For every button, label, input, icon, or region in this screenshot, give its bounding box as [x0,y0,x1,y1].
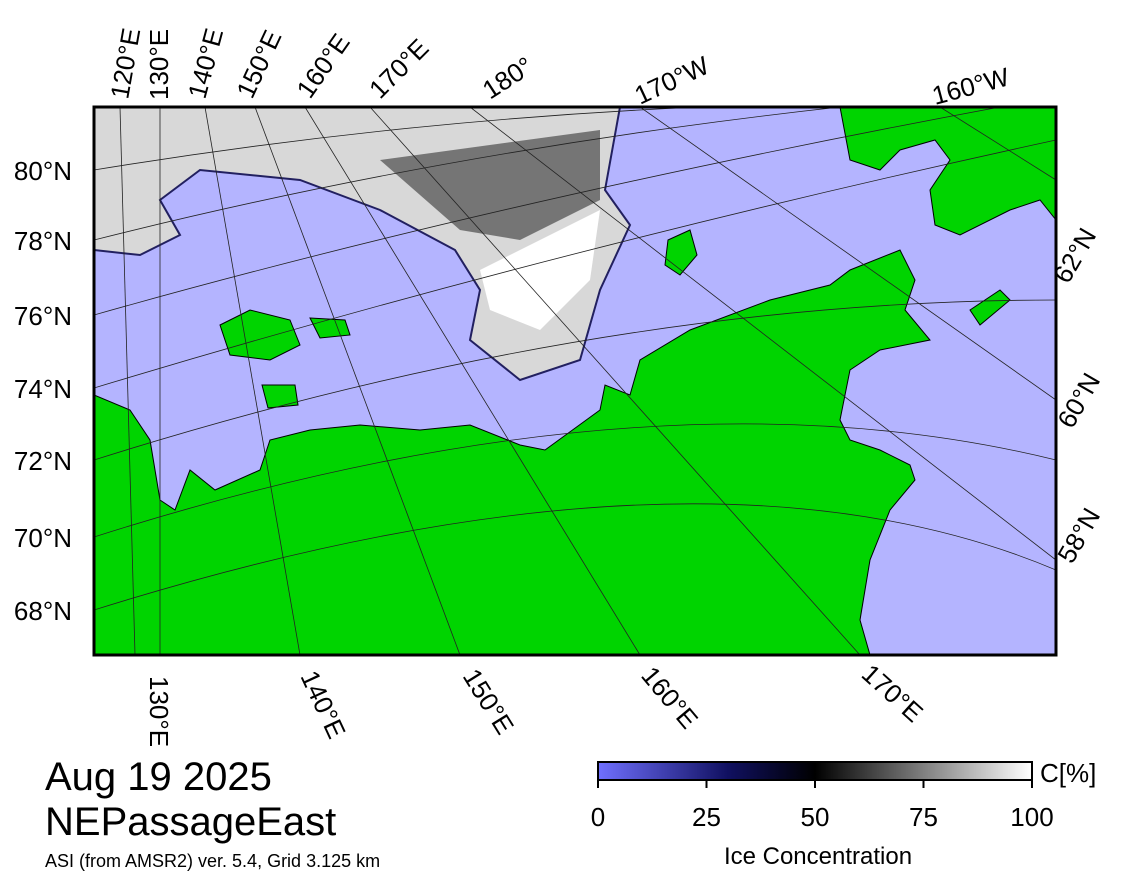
coord-label: 150°E [457,663,520,739]
coord-label: 130°E [144,29,174,100]
coord-label: 76°N [14,301,72,331]
coord-label: 72°N [14,446,72,476]
region: NEPassageEast [45,800,336,844]
coord-label: 160°W [929,61,1013,110]
coord-label: 70°N [14,523,72,553]
island [261,384,299,409]
island [219,309,301,361]
colorbar [597,761,1033,781]
coord-label: 74°N [14,374,72,404]
coord-label: 130°E [144,676,174,747]
colorbar-tick-label: 25 [692,802,721,832]
land-siberia [94,249,931,655]
coord-label: 170°E [856,658,929,728]
colorbar-unit: C[%] [1040,758,1096,788]
coord-label: 60°N [1051,368,1106,433]
island [969,289,1011,326]
colorbar-tick-label: 50 [801,802,830,832]
land-alaska [839,107,1056,236]
graticule [94,107,1056,655]
coord-label: 180° [477,51,538,105]
coord-label: 150°E [230,25,287,102]
coord-label: 80°N [14,156,72,186]
sea-ice-thin [480,210,600,330]
colorbar-label: Ice Concentration [724,843,912,870]
coord-label: 140°E [295,666,352,743]
sea-ice-dense [380,130,600,240]
coord-label: 78°N [14,226,72,256]
coord-label: 160°E [635,661,704,735]
coord-label: 140°E [182,25,229,101]
date: Aug 19 2025 [45,755,272,799]
source: ASI (from AMSR2) ver. 5.4, Grid 3.125 km [45,851,380,871]
colorbar-tick-label: 75 [909,802,938,832]
map-frame [92,105,1058,657]
coord-label: 68°N [14,596,72,626]
coord-label: 170°E [363,33,435,105]
colorbar-tick-label: 100 [1010,802,1053,832]
colorbar-tick-label: 0 [591,802,605,832]
coord-label: 170°W [630,50,714,110]
map [94,107,1056,655]
island [309,317,351,339]
coord-label: 120°E [104,26,146,101]
coord-label: 160°E [290,28,355,103]
coord-label: 58°N [1051,503,1106,568]
